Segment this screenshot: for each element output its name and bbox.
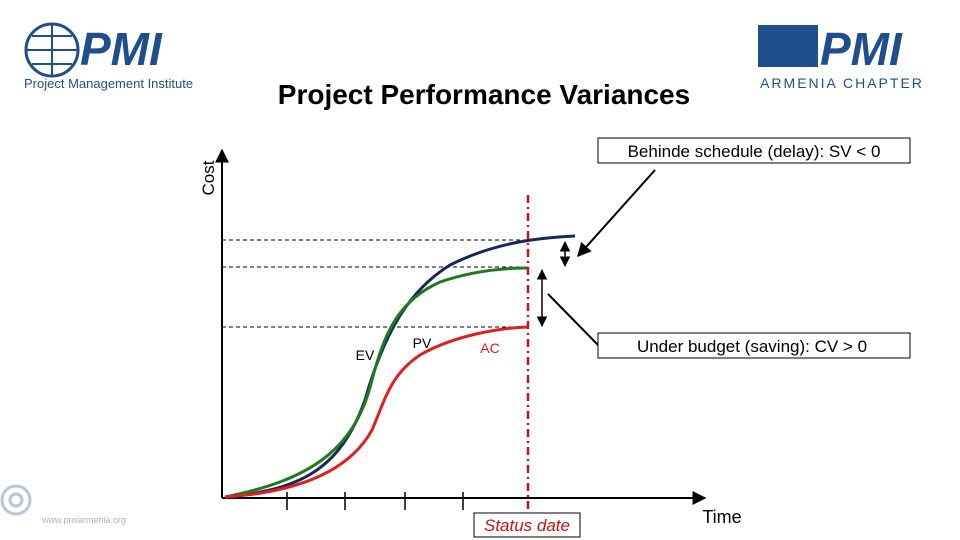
budget-callout: Under budget (saving): CV > 0 <box>637 337 867 356</box>
logo-caption: Project Management Institute <box>24 76 193 91</box>
globe-lines <box>26 24 78 76</box>
ac-curve <box>224 325 529 499</box>
title: Project Performance Variances <box>278 79 690 110</box>
archer-block <box>758 25 818 67</box>
tick <box>8 492 24 508</box>
budget-pointer <box>547 293 599 346</box>
left-logo: PMI Project Management Institute <box>24 22 193 91</box>
ac-label: AC <box>480 340 499 356</box>
ev-label: EV <box>356 347 375 363</box>
logo-caption: ARMENIA CHAPTER <box>760 75 924 91</box>
right-logo: PMI ARMENIA CHAPTER <box>758 23 924 91</box>
y-axis-label: Cost <box>199 160 218 195</box>
logo-mark: PMI <box>80 23 163 75</box>
footer-ornament <box>0 484 32 516</box>
schedule-pointer <box>577 169 656 258</box>
reference-lines <box>222 239 528 328</box>
schedule-callout-box <box>597 137 911 164</box>
ev-curve <box>224 266 529 499</box>
schedule-callout: Behinde schedule (delay): SV < 0 <box>628 142 881 161</box>
pv-curve <box>224 234 576 499</box>
x-ticks <box>286 492 464 510</box>
status-date-label: Status date <box>484 516 570 535</box>
footer-url: www.pmiarmenia.org <box>41 515 126 525</box>
tick <box>0 484 32 516</box>
status-date-box <box>473 512 581 538</box>
pv-label: PV <box>413 335 432 351</box>
budget-callout-box <box>597 332 911 359</box>
logo-mark: PMI <box>820 23 903 75</box>
x-axis-label: Time <box>702 507 741 527</box>
